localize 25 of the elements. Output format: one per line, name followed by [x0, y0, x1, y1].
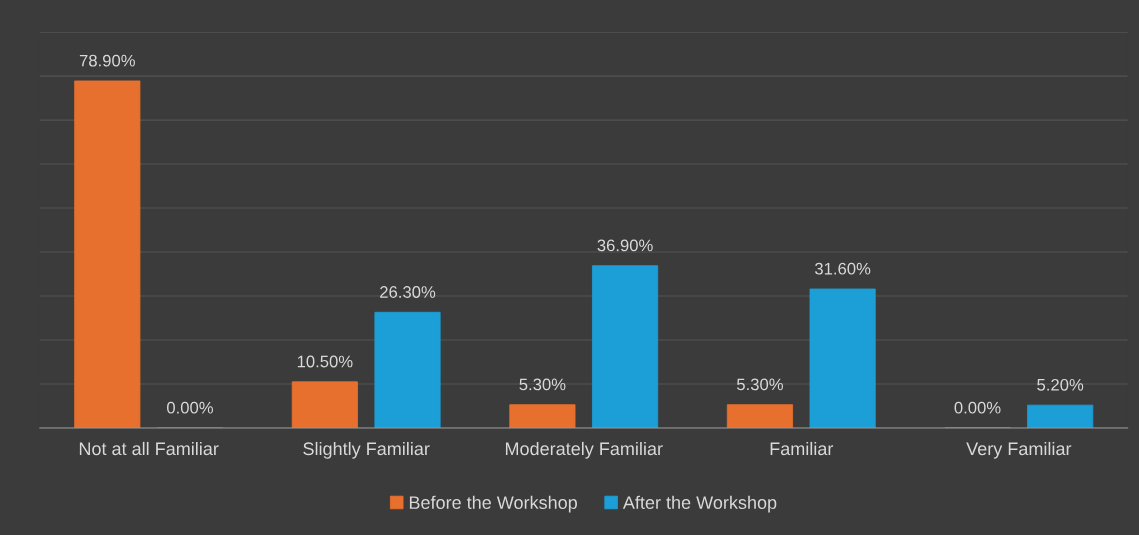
x-tick-label: Slightly Familiar [303, 441, 430, 459]
x-tick-label: Not at all Familiar [79, 441, 219, 456]
bar [374, 311, 441, 428]
bar [291, 381, 358, 428]
data-label: 10.50% [297, 355, 353, 368]
bar [726, 404, 793, 428]
bar [1027, 404, 1094, 428]
x-tick-label: Very Familiar [966, 441, 1072, 459]
legend-label: After the Workshop [622, 495, 777, 513]
x-tick-label: Familiar [770, 441, 834, 456]
data-label: 31.60% [814, 262, 871, 275]
data-label: 5.30% [519, 378, 566, 391]
data-label: 0.00% [167, 401, 214, 414]
bar [809, 288, 876, 428]
data-label: 0.00% [954, 401, 1001, 414]
bar [509, 404, 576, 428]
data-label: 5.20% [1037, 378, 1084, 391]
data-label: 36.90% [597, 239, 653, 252]
bar [592, 265, 659, 428]
legend-label: Before the Workshop [409, 495, 577, 513]
bar [74, 80, 141, 428]
data-label: 5.30% [736, 378, 783, 391]
data-label: 26.30% [380, 286, 436, 298]
x-tick-label: Moderately Familiar [505, 441, 663, 459]
data-label: 78.90% [79, 54, 135, 67]
